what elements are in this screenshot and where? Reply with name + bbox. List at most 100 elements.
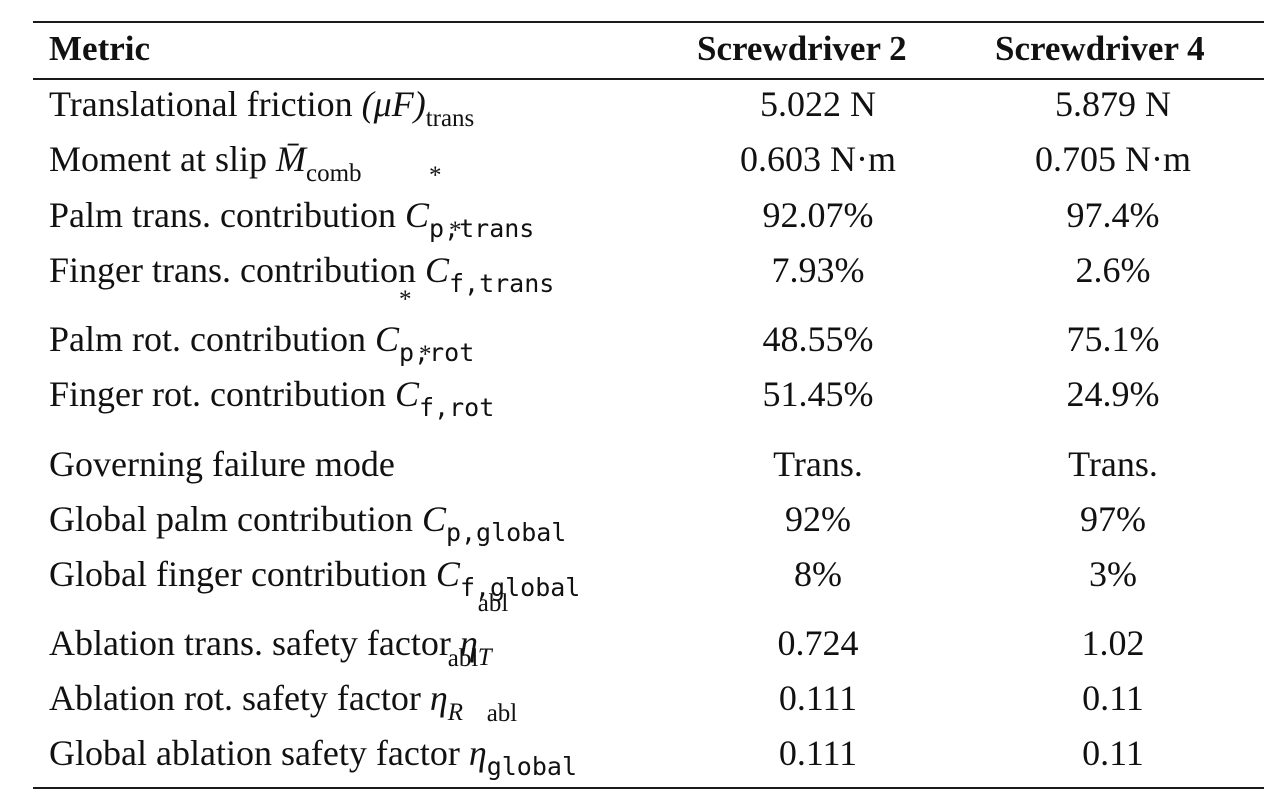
metric-symbol: η [459,623,478,663]
value-screwdriver-2: 92.07% [762,195,874,235]
value-screwdriver-2: 0.111 [778,678,858,718]
metric-subscript: T [477,644,492,671]
table-row: Palm trans. contribution C * p,trans 92.07%… [0,163,1282,245]
metric-label: Global palm contribution [49,499,413,539]
value-screwdriver-2: 92% [785,499,851,539]
value-screwdriver-4: 5.879 N [1055,84,1171,124]
metric-label: Finger rot. contribution [49,374,386,414]
metric-subsup: p,global [446,501,566,545]
value-screwdriver-4: 75.1% [1066,319,1160,359]
metric-symbol: M̄ [276,139,306,179]
metric-superscript: * [448,217,462,244]
table-row: Ablation rot. safety factor η abl R 0.111 0.… [0,646,1282,728]
metric-cell: Moment at slip M̄comb [49,133,362,189]
value-screwdriver-2: 8% [794,554,842,594]
metric-superscript: * [418,341,432,368]
metric-symbol: η [429,678,448,718]
metric-subsup: * p,rot [399,287,474,365]
value-screwdriver-4: Trans. [1068,444,1158,484]
table-row: Global finger contribution Cf,global 8% 3% [0,548,1282,604]
value-screwdriver-2: 0.724 [777,623,859,663]
value-screwdriver-2: 5.022 N [760,84,876,124]
value-screwdriver-4: 3% [1089,554,1137,594]
metric-subsup: * f,rot [419,342,494,420]
metric-symbol: (μF) [361,84,426,124]
metric-cell: Ablation rot. safety factor η abl R [49,646,479,728]
metric-subscript: p,trans [428,214,535,243]
metric-subsup: abl global [487,701,577,779]
metric-label: Moment at slip [49,139,267,179]
metric-subsup: f,global [460,556,580,600]
metric-subsup: * p,trans [429,163,534,241]
metric-superscript: abl [447,645,479,672]
metric-subscript: p,rot [398,338,475,367]
metric-subsup: trans [426,86,475,131]
value-screwdriver-2: Trans. [773,444,863,484]
metric-label: Ablation trans. safety factor [49,623,451,663]
metric-cell: Translational friction (μF)trans [49,78,474,134]
metric-superscript: * [398,286,412,313]
metric-cell: Palm rot. contribution C * p,rot [49,287,474,369]
metric-symbol: C [424,250,449,290]
metric-superscript: * [428,162,442,189]
metric-label: Palm rot. contribution [49,319,366,359]
table-row: Finger rot. contribution C * f,rot 51.45% 24… [0,342,1282,424]
metric-cell: Palm trans. contribution C * p,trans [49,163,534,245]
metric-label: Ablation rot. safety factor [49,678,421,718]
value-screwdriver-2: 48.55% [762,319,874,359]
value-screwdriver-2: 7.93% [771,250,865,290]
table-row: Global palm contribution Cp,global 92% 97% [0,493,1282,549]
value-screwdriver-2: 51.45% [762,374,874,414]
metric-label: Global finger contribution [49,554,427,594]
table-row: Finger trans. contribution C * f,trans 7.93… [0,218,1282,300]
metric-label: Translational friction [49,84,353,124]
metric-subscript: f,trans [448,269,555,298]
metric-subscript: f,global [459,573,581,602]
header-row: Metric Screwdriver 2 Screwdriver 4 [0,21,1282,77]
top-rule [33,21,1264,23]
metric-symbol: η [468,733,487,773]
metric-symbol: C [394,374,419,414]
header-screwdriver-4: Screwdriver 4 [995,29,1205,68]
metric-cell: Finger trans. contribution C * f,trans [49,218,554,300]
table-row: Palm rot. contribution C * p,rot 48.55% 75.1… [0,287,1282,369]
metric-label: Palm trans. contribution [49,195,396,235]
metric-subscript: comb [306,160,362,187]
metric-symbol: C [374,319,399,359]
table-row: Global ablation safety factor η abl global… [0,701,1282,783]
metric-subsup: comb [306,141,362,186]
metric-cell: Ablation trans. safety factor η abl T [49,591,509,673]
metric-superscript: abl [486,700,518,727]
metric-cell: Global ablation safety factor η abl global [49,701,577,783]
table-row: Governing failure mode Trans. Trans. [0,438,1282,494]
metric-superscript: abl [477,590,509,617]
value-screwdriver-4: 0.11 [1082,678,1144,718]
metric-label: Governing failure mode [49,444,395,484]
header-screwdriver-2: Screwdriver 2 [697,29,907,68]
value-screwdriver-2: 0.111 [778,733,858,773]
value-screwdriver-4: 24.9% [1066,374,1160,414]
metric-symbol: C [404,195,429,235]
table-row: Moment at slip M̄comb 0.603 N·m 0.705 N·m [0,133,1282,189]
metric-subscript: global [486,752,578,781]
metric-subsup: abl R [448,646,479,725]
value-screwdriver-4: 1.02 [1081,623,1145,663]
metric-subscript: R [447,699,464,726]
value-screwdriver-4: 97.4% [1066,195,1160,235]
value-screwdriver-4: 0.705 N·m [1035,139,1191,179]
metric-symbol: C [435,554,460,594]
header-rule [33,78,1264,80]
metric-label: Global ablation safety factor [49,733,460,773]
metric-cell: Global finger contribution Cf,global [49,548,580,604]
bottom-rule [33,787,1264,789]
value-screwdriver-4: 97% [1080,499,1146,539]
header-metric: Metric [49,29,151,68]
metric-subscript: f,rot [418,393,495,422]
metric-subsup: * f,trans [449,218,554,296]
metric-subscript: trans [425,105,475,132]
metric-subscript: p,global [445,518,567,547]
metric-symbol: C [421,499,446,539]
value-screwdriver-4: 0.11 [1082,733,1144,773]
metric-subsup: abl T [478,591,509,670]
table-row: Ablation trans. safety factor η abl T 0.724… [0,591,1282,673]
